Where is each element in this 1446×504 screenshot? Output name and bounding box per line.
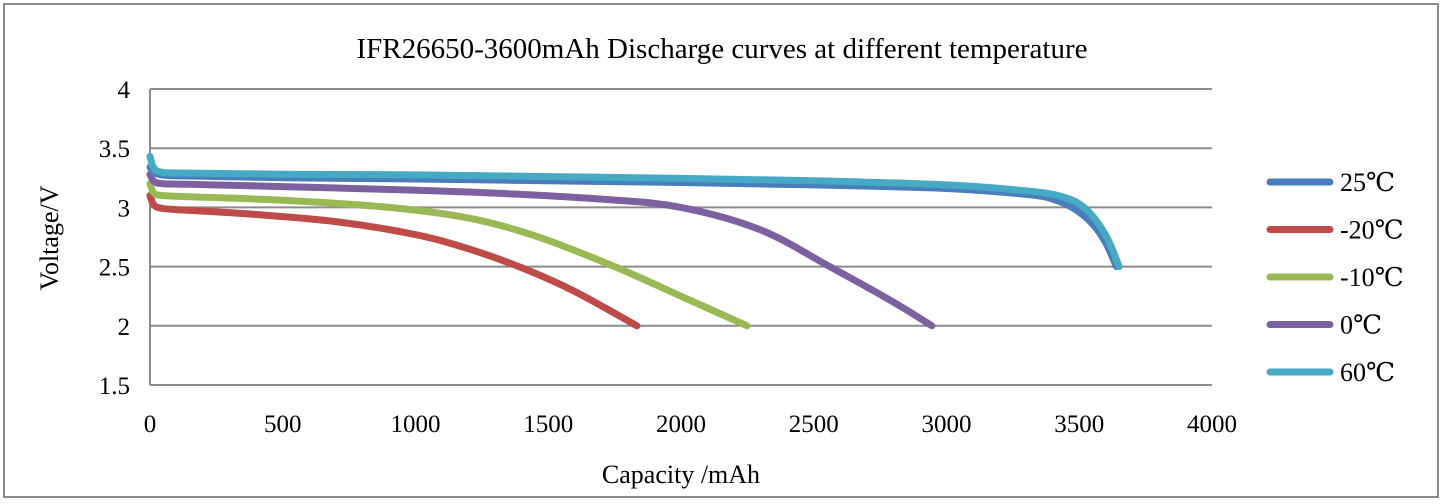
y-tick-labels: 1.5 2 2.5 3 3.5 4 [99, 77, 131, 400]
x-tick-label: 3500 [1054, 411, 1104, 438]
chart-title: IFR26650-3600mAh Discharge curves at dif… [357, 33, 1088, 65]
x-tick-label: 2000 [656, 411, 706, 438]
y-tick-label: 2 [118, 314, 131, 341]
y-tick-label: 3 [118, 195, 131, 222]
x-axis-label: Capacity /mAh [602, 460, 760, 489]
y-tick-label: 1.5 [99, 373, 130, 400]
series-line-minus10c [146, 180, 751, 330]
x-tick-label: 3000 [922, 411, 972, 438]
legend-item-0c: 0℃ [1266, 311, 1382, 340]
series-line-0c [146, 170, 936, 330]
x-tick-label: 500 [264, 411, 302, 438]
x-tick-labels: 0 500 1000 1500 2000 2500 3000 3500 4000 [144, 411, 1237, 438]
legend-item-25c: 25℃ [1266, 168, 1395, 197]
x-tick-label: 1500 [523, 411, 573, 438]
series-lines [146, 152, 1123, 330]
y-tick-label: 4 [118, 77, 131, 104]
legend-item-minus10c: -10℃ [1266, 263, 1404, 292]
y-tick-label: 2.5 [99, 255, 130, 282]
legend-label: -20℃ [1340, 216, 1404, 245]
legend: 25℃ -20℃ -10℃ 0℃ 60℃ [1266, 168, 1404, 387]
series-line-minus20c [146, 192, 641, 330]
legend-item-60c: 60℃ [1266, 358, 1395, 387]
x-tick-label: 0 [144, 411, 157, 438]
legend-label: -10℃ [1340, 263, 1404, 292]
x-tick-label: 4000 [1187, 411, 1237, 438]
axes [149, 89, 151, 385]
series-line-60c [146, 152, 1123, 271]
legend-item-minus20c: -20℃ [1266, 216, 1404, 245]
gridlines [150, 88, 1212, 386]
y-axis-label: Voltage/V [35, 185, 64, 290]
legend-label: 60℃ [1340, 358, 1395, 387]
x-tick-label: 2500 [789, 411, 839, 438]
chart-frame [3, 3, 1439, 498]
legend-label: 0℃ [1340, 311, 1382, 340]
x-tick-label: 1000 [391, 411, 441, 438]
y-tick-label: 3.5 [99, 136, 130, 163]
legend-label: 25℃ [1340, 168, 1395, 197]
